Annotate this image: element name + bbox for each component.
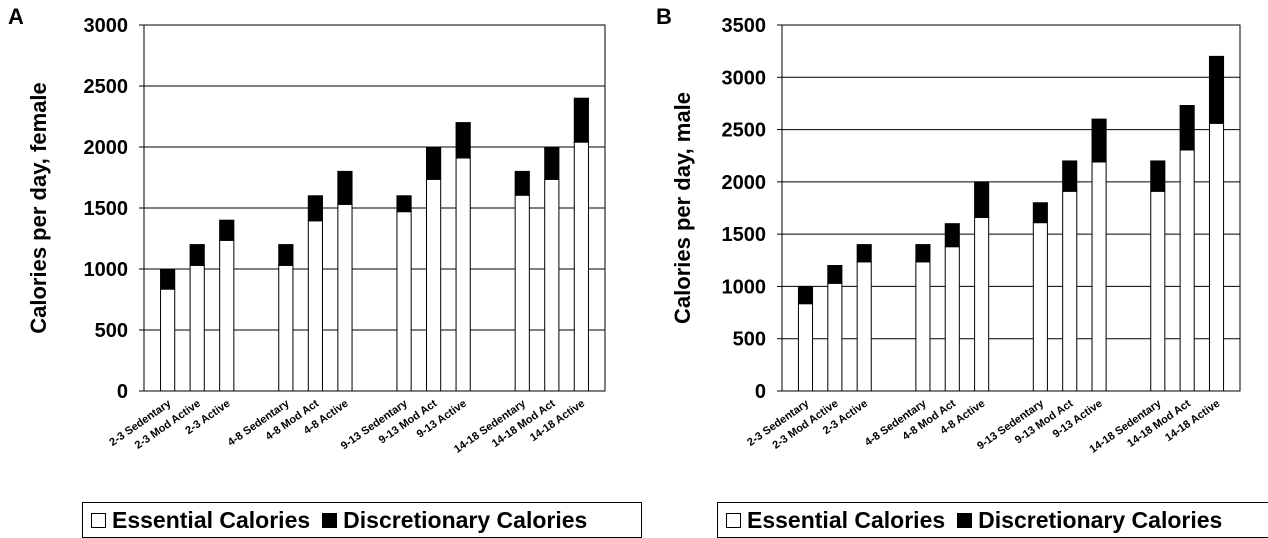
legend-item-discretionary: Discretionary Calories (322, 507, 587, 534)
bar-essential (1208, 122, 1225, 392)
bar-discretionary (1062, 160, 1078, 192)
bar-discretionary (944, 223, 960, 248)
y-tick-label: 3000 (722, 67, 767, 89)
legend-label-discretionary: Discretionary Calories (343, 506, 588, 533)
legend-swatch-discretionary (322, 512, 338, 528)
bar-essential (944, 246, 960, 392)
bar-essential (1091, 161, 1107, 392)
bar-discretionary (544, 146, 560, 180)
y-tick-label: 500 (95, 320, 128, 342)
bar-essential (1062, 190, 1078, 392)
y-tick-label: 0 (117, 381, 128, 403)
y-axis-label: Calories per day, female (26, 82, 51, 334)
bar-essential (1150, 190, 1166, 392)
bar-discretionary (974, 181, 990, 218)
bar-discretionary (337, 170, 353, 205)
bar-discretionary (219, 219, 235, 241)
bar-essential (160, 288, 176, 392)
bar-essential (573, 141, 589, 392)
bar-essential (278, 264, 294, 392)
legend-label-essential: Essential Calories (112, 506, 311, 533)
bar-essential (514, 194, 530, 392)
bar-essential (827, 282, 843, 392)
legend-item-essential: Essential Calories (91, 507, 310, 534)
panel-label: B (656, 4, 672, 29)
bar-discretionary (307, 195, 323, 222)
bar-essential (189, 264, 205, 392)
y-tick-label: 3500 (722, 15, 767, 37)
chart-male: 0 500 1000 1500 2000 2500 3000 3500 Calories per… (670, 15, 1241, 456)
legend-swatch-discretionary (957, 512, 973, 528)
legend-item-discretionary: Discretionary Calories (957, 507, 1222, 534)
y-axis-label: Calories per day, male (670, 92, 695, 324)
chart-panel-b: B 0 500 1000 1500 2000 2500 3000 3500 Calories p… (634, 0, 1268, 538)
bar-discretionary (396, 195, 412, 213)
bar-discretionary (1091, 118, 1107, 163)
y-tick-label: 1000 (84, 259, 129, 281)
chart-female: 0 500 1000 1500 2000 2500 3000 Calories per day… (26, 15, 606, 456)
y-tick-label: 2500 (722, 120, 767, 142)
bar-discretionary (797, 285, 814, 305)
y-tick-label: 500 (733, 329, 766, 351)
bar-discretionary (455, 122, 471, 159)
bar-essential (974, 216, 990, 392)
y-tick-label: 1000 (722, 276, 767, 298)
bar-essential (544, 178, 560, 392)
bar-essential (1179, 149, 1195, 392)
legend-item-essential: Essential Calories (726, 507, 945, 534)
bar-essential (455, 157, 471, 392)
bar-essential (856, 261, 872, 392)
legend-label-essential: Essential Calories (747, 506, 946, 533)
bar-discretionary (1208, 55, 1225, 124)
bar-essential (426, 178, 442, 392)
bar-essential (307, 220, 323, 392)
bar-essential (1032, 222, 1048, 392)
bar-discretionary (1150, 160, 1166, 192)
plot-frame (781, 24, 1241, 392)
legend-swatch-essential (91, 512, 106, 528)
bar-essential (915, 261, 931, 392)
bar-discretionary (278, 244, 294, 266)
legend-label-discretionary: Discretionary Calories (978, 506, 1223, 533)
bar-discretionary (1179, 105, 1195, 151)
y-tick-label: 0 (755, 381, 766, 403)
bar-discretionary (1032, 202, 1048, 224)
bar-discretionary (189, 244, 205, 266)
y-tick-label: 1500 (84, 198, 129, 220)
y-tick-label: 3000 (84, 15, 129, 37)
bar-essential (396, 211, 412, 392)
legend: Essential Calories Discretionary Calorie… (82, 502, 642, 538)
bar-discretionary (827, 265, 843, 284)
bar-essential (337, 203, 353, 392)
legend: Essential Calories Discretionary Calorie… (717, 502, 1268, 538)
bar-discretionary (160, 268, 176, 290)
bar-essential (219, 239, 235, 392)
bar-discretionary (856, 244, 872, 263)
y-tick-label: 2000 (722, 172, 767, 194)
bar-discretionary (573, 97, 589, 143)
chart-panel-a: A 0 500 1000 1500 2000 2500 3000 Calories per d… (0, 0, 642, 538)
legend-swatch-essential (726, 512, 741, 528)
bar-discretionary (426, 146, 442, 180)
y-tick-label: 2500 (84, 76, 129, 98)
bar-discretionary (915, 244, 931, 263)
panel-label: A (8, 4, 24, 29)
bar-discretionary (514, 170, 530, 196)
y-tick-label: 2000 (84, 137, 129, 159)
bar-essential (797, 303, 814, 392)
y-tick-label: 1500 (722, 224, 767, 246)
